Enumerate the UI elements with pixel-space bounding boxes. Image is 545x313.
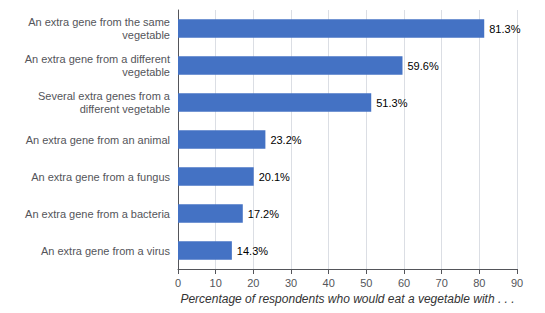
svg-text:30: 30 <box>285 277 297 289</box>
svg-text:0: 0 <box>175 277 181 289</box>
svg-text:51.3%: 51.3% <box>376 97 407 109</box>
svg-text:An extra gene from a different: An extra gene from a different <box>25 53 170 65</box>
svg-text:10: 10 <box>210 277 222 289</box>
svg-text:20.1%: 20.1% <box>259 171 290 183</box>
svg-text:14.3%: 14.3% <box>237 245 268 257</box>
svg-text:An extra gene from an animal: An extra gene from an animal <box>26 134 170 146</box>
svg-text:90: 90 <box>511 277 523 289</box>
svg-text:vegetable: vegetable <box>122 66 170 78</box>
svg-text:80: 80 <box>473 277 485 289</box>
svg-text:23.2%: 23.2% <box>270 134 301 146</box>
svg-text:50: 50 <box>360 277 372 289</box>
svg-text:59.6%: 59.6% <box>407 60 438 72</box>
svg-text:Percentage of respondents who: Percentage of respondents who would eat … <box>180 292 514 306</box>
svg-text:An extra gene from a fungus: An extra gene from a fungus <box>31 171 170 183</box>
svg-text:An extra gene from a bacteria: An extra gene from a bacteria <box>25 208 171 220</box>
svg-text:81.3%: 81.3% <box>489 23 520 35</box>
svg-text:40: 40 <box>323 277 335 289</box>
svg-text:An extra gene from the same: An extra gene from the same <box>28 16 170 28</box>
svg-text:different vegetable: different vegetable <box>80 103 170 115</box>
svg-text:17.2%: 17.2% <box>248 208 279 220</box>
svg-text:vegetable: vegetable <box>122 29 170 41</box>
svg-text:20: 20 <box>247 277 259 289</box>
svg-text:70: 70 <box>436 277 448 289</box>
svg-text:Several extra genes from a: Several extra genes from a <box>38 90 171 102</box>
svg-text:60: 60 <box>398 277 410 289</box>
svg-text:An extra gene from a virus: An extra gene from a virus <box>41 245 171 257</box>
